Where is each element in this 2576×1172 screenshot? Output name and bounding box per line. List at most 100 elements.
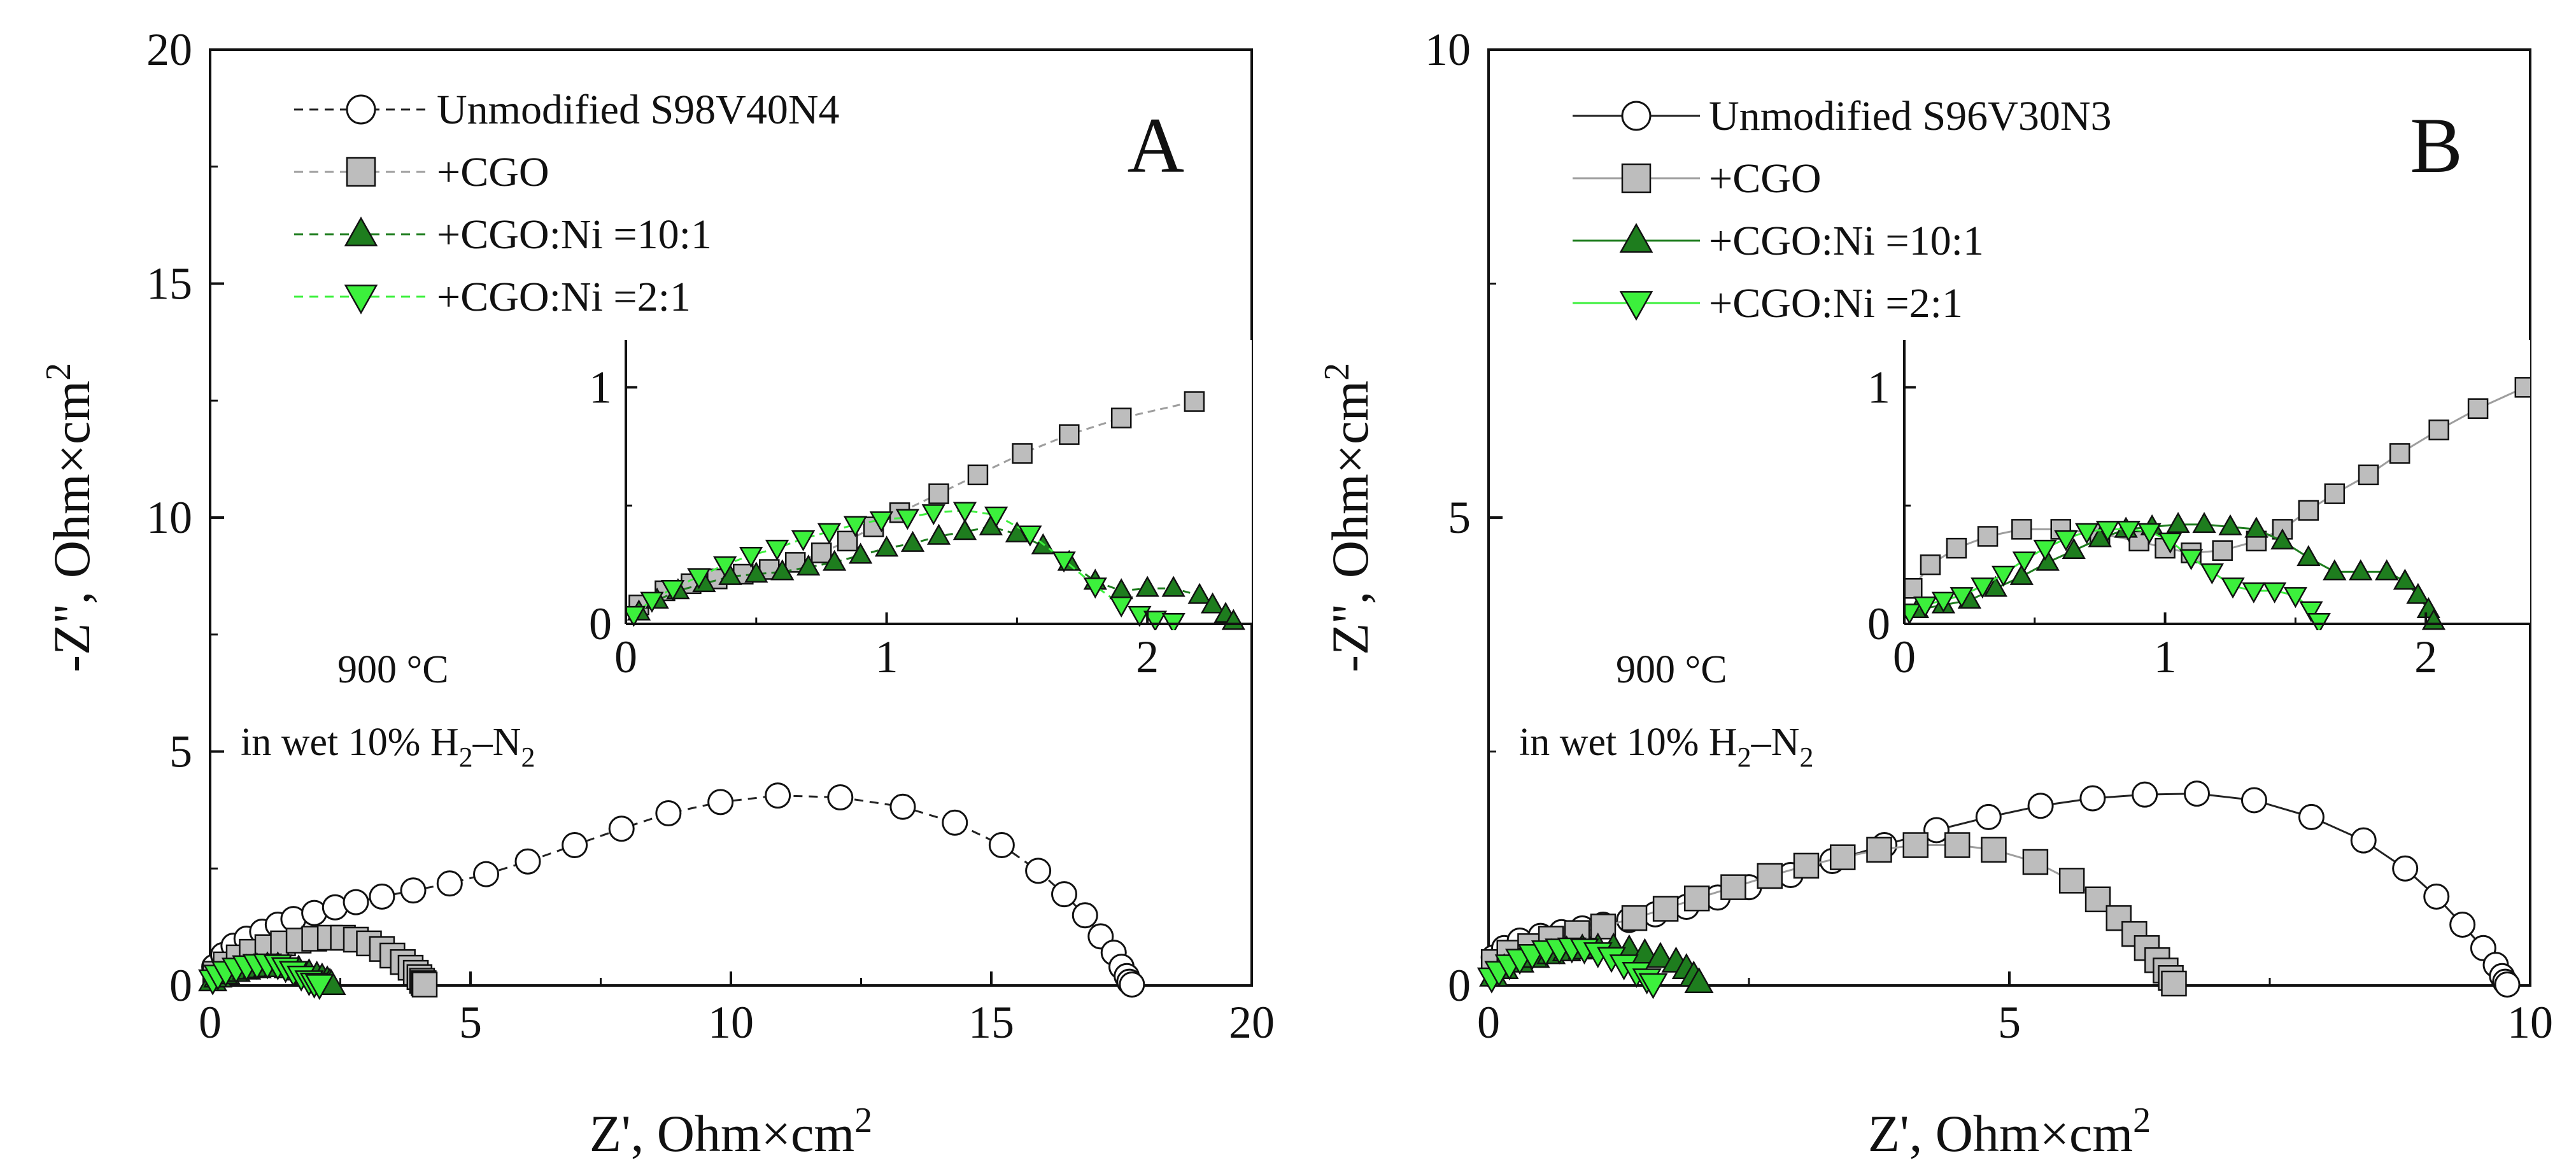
inset-data-point: [1977, 526, 1999, 547]
inset-data-point: [2035, 549, 2060, 571]
inset-data-point: [843, 516, 868, 537]
inset-data-point: [984, 506, 1008, 528]
y-tick-label: 20: [146, 24, 192, 75]
x-tick-label: 15: [968, 997, 1014, 1048]
inset-data-point: [2262, 582, 2287, 604]
inset-data-point: [1200, 592, 1225, 614]
inset-data-point: [1946, 537, 1967, 559]
x-tick-label: 0: [1477, 997, 1500, 1048]
condition-subscript: 2: [1799, 742, 1813, 773]
inset-data-point: [2406, 582, 2430, 604]
inset-data-point: [2428, 419, 2449, 441]
inset-data-point: [1931, 591, 1956, 613]
inset-series-2: [1904, 521, 2331, 630]
data-point: [400, 877, 427, 904]
legend-label: Unmodified S98V40N4: [437, 87, 839, 133]
inset-data-point: [2062, 537, 2086, 560]
data-point: [1923, 817, 1950, 844]
data-point: [1072, 902, 1098, 929]
condition-atmosphere: in wet 10% H2–N2: [241, 721, 535, 773]
inset-data-point: [2200, 563, 2224, 585]
condition-temperature: 900 °C: [1616, 648, 1727, 691]
inset-data-point: [848, 542, 873, 564]
legend-entry: +CGO:Ni =2:1: [294, 274, 691, 320]
inset-series-line: [1909, 528, 2320, 623]
data-point: [988, 832, 1015, 858]
legend-label: +CGO:Ni =10:1: [437, 211, 712, 258]
x-tick-label: 20: [1229, 997, 1275, 1048]
data-point: [2298, 803, 2325, 830]
inset-data-point: [2033, 539, 2057, 561]
inset-y-tick-label: 1: [589, 362, 612, 413]
condition-text-part: in wet 10% H: [1519, 721, 1737, 764]
inset-x-tick-label: 2: [2414, 632, 2437, 682]
inset-data-point: [2389, 443, 2410, 464]
inset-data-point: [2011, 519, 2032, 540]
inset-data-point: [2270, 528, 2295, 550]
data-point: [1645, 942, 1675, 968]
inset-data-point: [739, 546, 763, 568]
data-point: [889, 793, 916, 820]
inset-data-point: [712, 556, 737, 577]
inset-data-point: [1052, 551, 1076, 573]
legend-entry: +CGO: [1573, 155, 1822, 202]
inset-data-point: [928, 483, 949, 504]
legend-label: Unmodified S96V30N3: [1709, 93, 2111, 139]
data-point: [2161, 970, 2187, 997]
x-tick-label: 5: [1998, 997, 2021, 1048]
data-point: [304, 974, 334, 1000]
data-point: [1638, 973, 1668, 999]
y-tick-label: 5: [169, 726, 192, 777]
y-tick-label: 10: [1425, 24, 1471, 75]
condition-text-part: –N: [1751, 721, 1800, 764]
inset-data-point: [1109, 597, 1133, 618]
legend-marker: [346, 157, 376, 187]
inset-data-point: [2298, 500, 2319, 521]
inset-data-point: [2375, 559, 2399, 581]
inset-data-point: [869, 511, 894, 533]
x-axis-label-sup: 2: [854, 1101, 872, 1140]
inset-data-point: [2323, 559, 2347, 581]
data-point: [1866, 837, 1892, 863]
data-point: [1621, 905, 1648, 931]
y-axis-label-sup: 2: [39, 363, 78, 381]
data-point: [1684, 967, 1714, 994]
inset-data-point: [791, 530, 816, 551]
inset-data-point: [2467, 398, 2489, 420]
data-point: [1652, 896, 1679, 922]
inset-data-point: [2514, 377, 2530, 398]
x-axis-label-sup: 2: [2133, 1101, 2151, 1140]
data-point: [765, 782, 791, 809]
inset-data-point: [874, 535, 899, 557]
data-point: [411, 971, 438, 998]
data-point: [343, 889, 369, 915]
legend-label: +CGO: [1709, 155, 1822, 202]
inset-data-point: [796, 554, 821, 576]
inset-data-point: [770, 559, 795, 581]
inset-data-point: [2296, 545, 2321, 567]
series-3: [198, 953, 334, 1000]
inset-data-point: [817, 523, 842, 544]
inset-data-point: [2009, 563, 2034, 585]
legend-entry: +CGO:Ni =10:1: [1573, 218, 1984, 264]
main-series: [198, 782, 1145, 1000]
inset-data-point: [2283, 587, 2308, 609]
series-1: [1480, 832, 2187, 997]
inset-data-point: [2116, 521, 2141, 542]
condition-text-part: in wet 10% H: [241, 721, 459, 764]
condition-atmosphere: in wet 10% H2–N2: [1519, 721, 1813, 773]
inset-data-point: [1161, 575, 1185, 597]
y-axis-label: -Z'', Ohm×cm2: [39, 363, 101, 672]
inset-x-tick-label: 2: [1136, 632, 1159, 682]
data-point: [1981, 837, 2007, 863]
data-point: [942, 809, 968, 836]
condition-temperature: 900 °C: [337, 648, 449, 691]
data-point: [1590, 914, 1617, 940]
inset-data-point: [1012, 443, 1033, 464]
legend-marker: [1619, 291, 1653, 321]
y-tick-label: 0: [169, 960, 192, 1011]
inset-data-point: [2244, 516, 2268, 538]
inset-data-point: [744, 561, 768, 583]
